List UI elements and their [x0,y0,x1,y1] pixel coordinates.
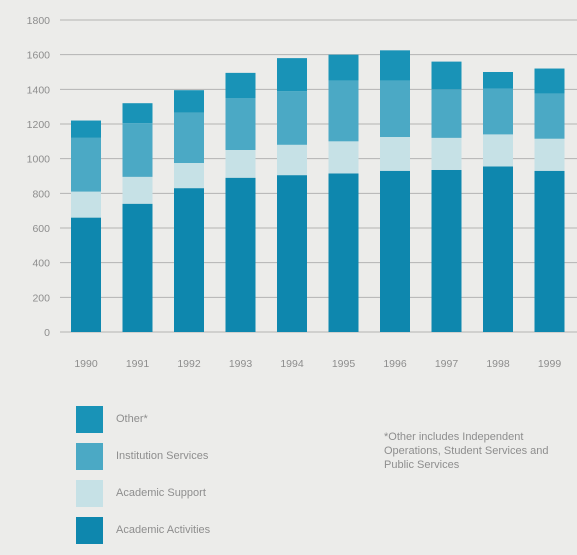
bar-1992-academic-support [174,163,204,189]
bar-1998-institution-services [483,88,513,135]
y-tick-label-1200: 1200 [27,119,51,131]
y-tick-label-400: 400 [32,258,50,270]
bar-1994-institution-services [277,91,307,145]
y-tick-label-1000: 1000 [27,154,51,166]
x-tick-label-1996: 1996 [383,358,407,370]
bar-1998-academic-activities [483,166,513,332]
x-tick-label-1994: 1994 [280,358,304,370]
bar-1990-academic-support [71,191,101,218]
legend-label-academic-support: Academic Support [116,487,206,499]
bar-1997-institution-services [431,89,462,138]
y-tick-label-0: 0 [44,327,50,339]
x-tick-label-1991: 1991 [126,358,150,370]
bar-1994-other [277,58,307,92]
x-tick-label-1997: 1997 [435,358,459,370]
bar-1992-institution-services [174,112,204,163]
bar-1993-institution-services [225,98,256,150]
x-tick-label-1990: 1990 [74,358,98,370]
bar-1996-institution-services [380,80,410,137]
bar-1999-institution-services [534,93,565,139]
y-tick-label-1800: 1800 [27,15,51,27]
legend-label-other: Other* [116,413,148,425]
bar-1991-institution-services [122,123,153,177]
legend-swatch-institution-services [76,442,103,470]
x-tick-label-1998: 1998 [486,358,510,370]
bar-1995-academic-support [328,141,359,174]
bar-1993-academic-activities [225,177,256,332]
y-tick-label-200: 200 [32,292,50,304]
bars [71,50,565,332]
legend-item-institution-services: Institution Services [76,442,210,470]
bar-1993-academic-support [225,150,256,178]
bar-1991-academic-activities [122,203,153,332]
bar-1993-other [225,72,256,98]
footnote: *Other includes Independent Operations, … [384,431,549,471]
legend-swatch-other [76,405,103,433]
bar-1992-academic-activities [174,188,204,332]
bar-1990-other [71,120,101,138]
x-axis-tick-labels: 1990 1991 1992 1993 1994 1995 1996 1997 1998 1999 [74,358,561,370]
x-tick-label-1992: 1992 [177,358,201,370]
x-tick-label-1993: 1993 [229,358,253,370]
bar-1998-academic-support [483,134,513,167]
y-axis-tick-labels: 0 200 400 600 800 1000 1200 1400 1600 1800 [27,15,51,339]
legend-item-academic-support: Academic Support [76,479,210,507]
y-tick-label-600: 600 [32,223,50,235]
bar-1991-other [122,103,153,124]
bar-1992-other [174,90,204,113]
bar-1996-other [380,50,410,81]
y-tick-label-1400: 1400 [27,84,51,96]
bar-1994-academic-activities [277,175,307,332]
bar-1995-academic-activities [328,173,359,332]
bar-1998-other [483,72,513,89]
bar-1995-institution-services [328,80,359,142]
y-tick-label-1600: 1600 [27,50,51,62]
bar-1999-other [534,68,565,94]
bar-1995-other [328,54,359,81]
bar-1997-academic-support [431,137,462,170]
legend: Other* Institution Services Academic Sup… [76,405,210,553]
bar-1994-academic-support [277,144,307,176]
legend-swatch-academic-support [76,479,103,507]
legend-swatch-academic-activities [76,516,103,544]
bar-1991-academic-support [122,176,153,204]
legend-item-other: Other* [76,405,210,433]
bar-1990-institution-services [71,137,101,192]
bar-1999-academic-activities [534,170,565,332]
legend-item-academic-activities: Academic Activities [76,516,210,544]
bar-1997-other [431,61,462,90]
bar-1999-academic-support [534,138,565,171]
legend-label-institution-services: Institution Services [116,450,209,462]
bar-1990-academic-activities [71,217,101,332]
x-tick-label-1999: 1999 [538,358,562,370]
bar-1996-academic-activities [380,170,410,332]
y-tick-label-800: 800 [32,188,50,200]
legend-label-academic-activities: Academic Activities [116,524,211,536]
x-tick-label-1995: 1995 [332,358,356,370]
bar-1996-academic-support [380,137,410,171]
bar-1997-academic-activities [431,169,462,332]
